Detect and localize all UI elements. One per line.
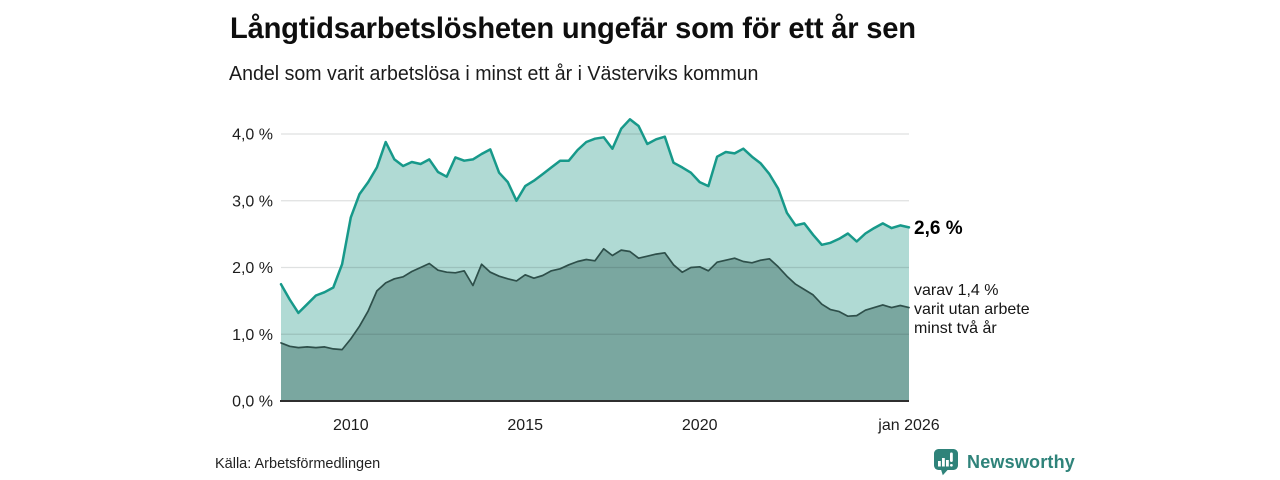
area-two-plus-years [281,248,909,401]
line-total [279,118,911,315]
x-tick-label-2026: jan 2026 [877,417,939,434]
line-two-plus-years [280,247,910,351]
newsworthy-brand: Newsworthy [933,448,1075,476]
note-line-2: varit utan arbete [914,301,1030,318]
y-tick-label-3: 3,0 % [232,193,273,210]
y-tick-label-0: 0,0 % [232,394,273,411]
y-tick-label-1: 1,0 % [232,327,273,344]
latest-value-label: 2,6 % [914,218,963,239]
y-tick-label-2: 2,0 % [232,260,273,277]
newsworthy-logo-icon [934,449,958,476]
note-line-1: varav 1,4 % [914,282,999,299]
source-label: Källa: Arbetsförmedlingen [215,456,381,472]
page-subtitle: Andel som varit arbetslösa i minst ett å… [229,63,759,85]
x-tick-label-2015: 2015 [507,417,543,434]
note-line-3: minst två år [914,320,997,337]
page-title: Långtidsarbetslösheten ungefär som för e… [230,12,916,45]
two-year-note: varav 1,4 % varit utan arbete minst två … [914,281,1030,338]
newsworthy-brand-name: Newsworthy [967,451,1076,472]
x-tick-label-2010: 2010 [333,417,369,434]
x-tick-label-2020: 2020 [682,417,718,434]
y-tick-label-4: 4,0 % [232,127,273,144]
